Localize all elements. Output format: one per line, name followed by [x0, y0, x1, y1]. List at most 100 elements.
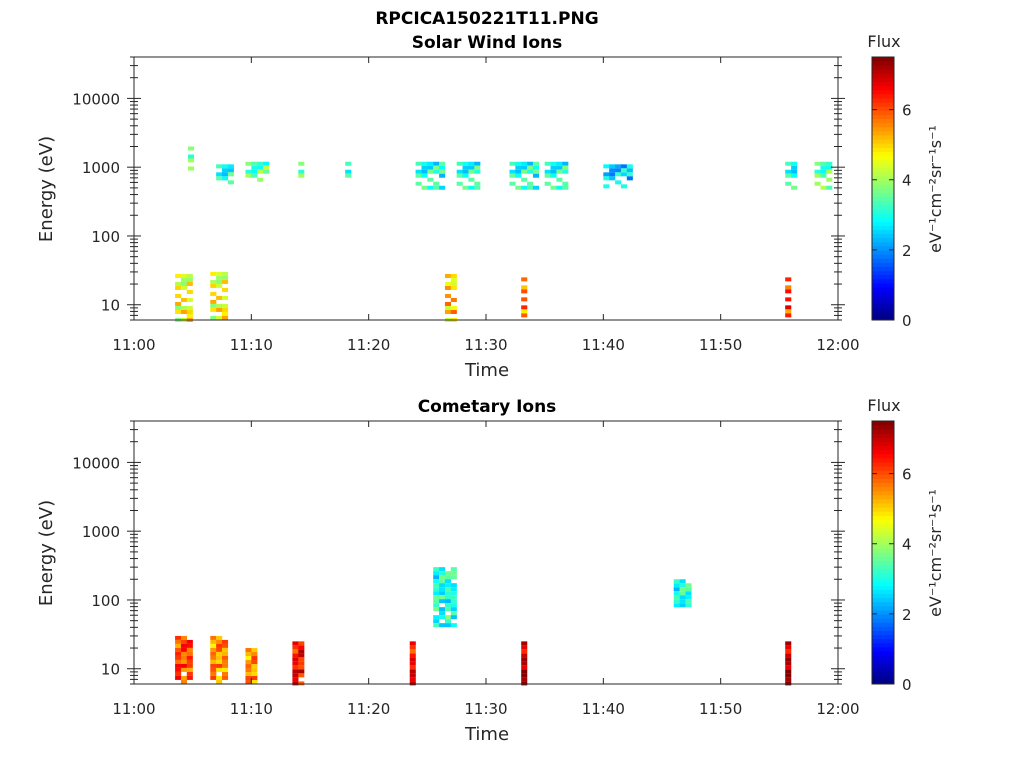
flux-cell	[222, 671, 229, 676]
colorbar-step	[872, 610, 894, 615]
flux-cell	[785, 657, 792, 662]
flux-cell	[210, 291, 217, 296]
flux-cell	[515, 173, 522, 178]
flux-cell	[227, 180, 234, 185]
flux-cell	[187, 146, 195, 151]
flux-cell	[292, 661, 299, 666]
flux-cell	[814, 181, 821, 186]
flux-cell	[186, 639, 193, 644]
flux-cell	[468, 165, 475, 170]
flux-cell	[245, 173, 252, 178]
flux-cell	[421, 173, 428, 178]
colorbar-step	[872, 466, 894, 471]
flux-cell	[439, 161, 446, 166]
flux-cell	[180, 639, 187, 644]
flux-cell	[251, 652, 258, 657]
flux-cell	[186, 655, 193, 660]
flux-cell	[222, 311, 229, 316]
flux-cell	[814, 161, 821, 166]
flux-cell	[673, 591, 680, 596]
flux-cell	[433, 575, 440, 580]
flux-cell	[415, 169, 422, 174]
colorbar-step	[872, 102, 894, 107]
flux-cell	[222, 663, 229, 668]
flux-cell	[216, 176, 223, 181]
flux-cell	[251, 668, 258, 673]
flux-cell	[685, 591, 692, 596]
flux-cell	[679, 583, 686, 588]
flux-cell	[527, 181, 534, 186]
flux-cell	[187, 158, 195, 163]
flux-cell	[222, 655, 229, 660]
flux-cell	[180, 679, 187, 684]
colorbar-step	[872, 188, 894, 194]
flux-cell	[515, 165, 522, 170]
colorbar-tick-label: 0	[902, 312, 912, 330]
colorbar-frame	[871, 420, 895, 685]
flux-cell	[562, 185, 569, 190]
flux-cell	[186, 289, 193, 294]
flux-cell	[532, 173, 539, 178]
flux-cell	[210, 303, 217, 308]
colorbar-step	[872, 474, 894, 479]
colorbar-step	[872, 679, 894, 685]
flux-cell	[785, 681, 792, 686]
colorbar-tick-label: 2	[902, 242, 912, 260]
flux-cell	[626, 172, 633, 177]
flux-cell	[444, 591, 451, 596]
flux-cell	[421, 161, 428, 166]
flux-cell	[175, 285, 182, 290]
x-tick-label: 12:00	[816, 700, 859, 718]
flux-cell	[791, 165, 798, 170]
colorbar-step	[872, 494, 894, 500]
colorbar-step	[872, 159, 894, 165]
flux-cell	[515, 185, 522, 190]
flux-cell	[180, 305, 187, 310]
colorbar-step	[872, 470, 894, 475]
flux-cell	[785, 661, 792, 666]
colorbar-step	[872, 457, 894, 463]
colorbar-step	[872, 118, 894, 124]
flux-cell	[216, 307, 223, 312]
flux-cell	[626, 164, 633, 169]
colorbar-step	[872, 196, 894, 202]
flux-cell	[175, 655, 182, 660]
flux-cell	[609, 168, 616, 173]
x-tick-label: 11:30	[464, 700, 507, 718]
flux-cell	[521, 673, 528, 678]
flux-cell	[222, 176, 229, 181]
y-tick-label: 10000	[72, 90, 120, 108]
flux-cell	[609, 172, 616, 177]
flux-cell	[474, 169, 481, 174]
flux-cell	[444, 305, 451, 310]
flux-cell	[180, 297, 187, 302]
flux-cell	[409, 645, 416, 650]
flux-cell	[409, 649, 416, 654]
flux-cell	[509, 173, 516, 178]
flux-cell	[450, 273, 457, 278]
flux-cell	[444, 293, 451, 298]
flux-cell	[409, 677, 416, 682]
colorbar-step	[872, 122, 894, 128]
flux-cell	[515, 161, 522, 166]
flux-cell	[210, 643, 217, 648]
flux-cell	[814, 169, 821, 174]
flux-cell	[216, 655, 223, 660]
y-tick-label: 10000	[72, 454, 120, 472]
colorbar-step	[872, 462, 894, 467]
colorbar-step	[872, 515, 894, 521]
flux-cell	[785, 173, 792, 178]
colorbar-label: eV⁻¹cm⁻²sr⁻¹s⁻¹	[926, 125, 945, 253]
flux-cell	[685, 587, 692, 592]
flux-cell	[462, 185, 469, 190]
flux-cell	[251, 664, 258, 669]
flux-cell	[679, 579, 686, 584]
flux-cell	[562, 161, 569, 166]
colorbar-step	[872, 478, 894, 484]
flux-cell	[603, 172, 610, 177]
colorbar-step	[872, 98, 894, 103]
flux-cell	[433, 599, 440, 604]
flux-cell	[820, 185, 827, 190]
flux-cell	[439, 567, 446, 572]
flux-cell	[679, 599, 686, 604]
